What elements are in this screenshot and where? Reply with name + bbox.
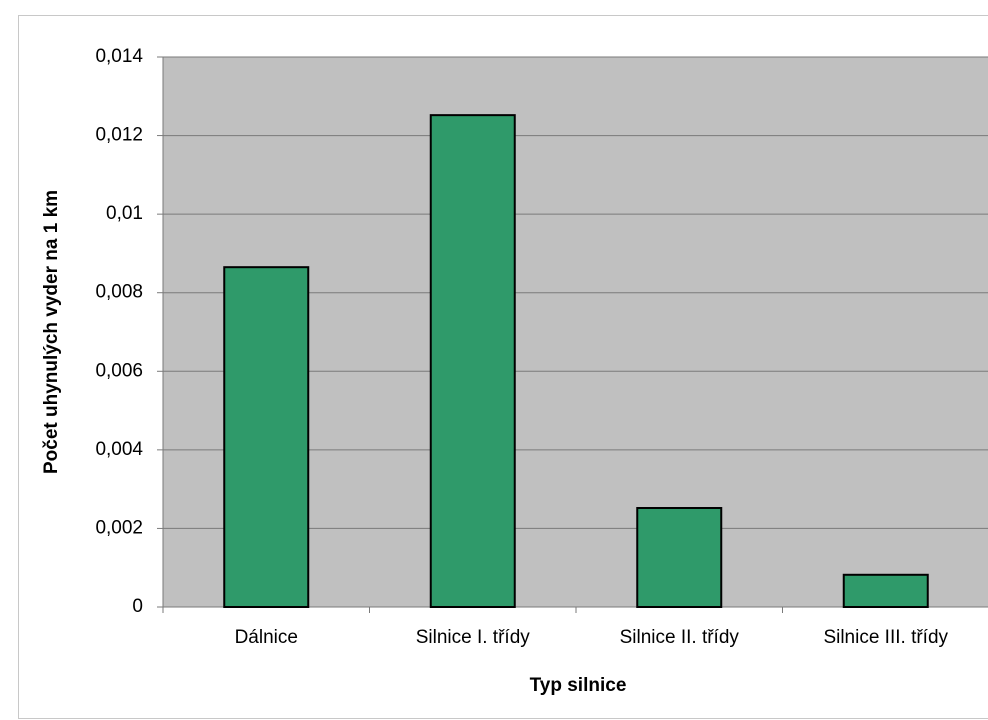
x-axis-title: Typ silnice	[530, 675, 627, 696]
y-axis-title: Počet uhynulých vyder na 1 km	[41, 190, 62, 474]
bar	[636, 507, 723, 608]
y-tick-label: 0,008	[95, 282, 143, 303]
y-tick-label: 0,01	[106, 203, 143, 224]
y-tick-label: 0,002	[95, 517, 143, 538]
y-tick-label: 0,012	[95, 125, 143, 146]
y-tick-label: 0	[132, 596, 143, 617]
x-tick-label: Dálnice	[235, 627, 298, 648]
bar	[223, 266, 310, 608]
y-tick-label: 0,004	[95, 439, 143, 460]
bar	[842, 573, 929, 608]
x-tick-label: Silnice II. třídy	[620, 627, 740, 648]
x-tick-label: Silnice I. třídy	[416, 627, 531, 648]
y-tick-label: 0,014	[95, 46, 143, 67]
y-tick-label: 0,006	[95, 360, 143, 381]
x-tick-label: Silnice III. třídy	[823, 627, 948, 648]
bar	[429, 114, 516, 609]
